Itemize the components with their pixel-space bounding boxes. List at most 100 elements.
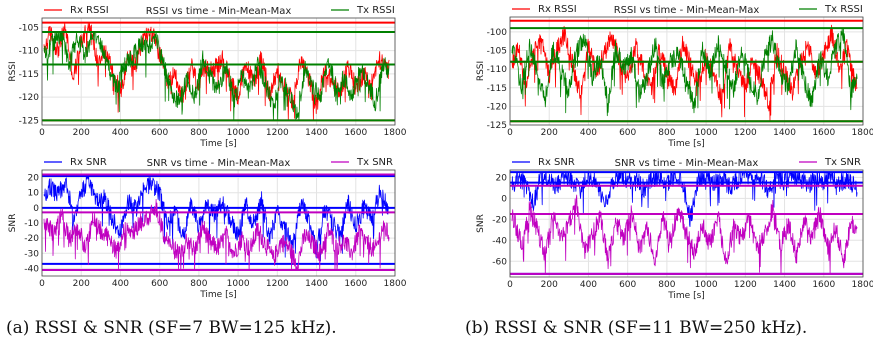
x-tick-label: 600 (619, 128, 636, 138)
axes-frame (509, 16, 864, 126)
x-tick-label: 1200 (266, 128, 289, 138)
series-line (43, 198, 390, 271)
axes-frame (509, 169, 864, 278)
series-tx-rssi (42, 30, 395, 122)
y-tick-label: -60 (492, 257, 507, 267)
x-tick-label: 1000 (695, 280, 718, 290)
y-tick-label: 20 (28, 174, 40, 184)
x-tick-label: 1800 (852, 280, 873, 290)
y-axis-label: RSSI (8, 61, 18, 81)
x-tick-label: 1600 (812, 280, 835, 290)
legend-label: Tx RSSI (356, 5, 395, 16)
x-tick-label: 600 (151, 279, 168, 289)
series-line (511, 24, 858, 122)
figure: 0 200 400 600 800 1000 1200 1400 1600 1800-125-12… (8, 4, 873, 301)
legend-label: Tx SNR (824, 157, 861, 168)
x-tick-label: 1000 (227, 279, 250, 289)
series-line (511, 27, 858, 117)
y-tick-label: 0 (501, 194, 507, 204)
x-tick-label: 400 (580, 280, 597, 290)
caption-a: (a) RSSI & SNR (SF=7 BW=125 kHz). (6, 318, 337, 338)
y-tick-label: 20 (496, 173, 508, 183)
y-tick-label: -120 (19, 93, 40, 103)
x-axis-label: Time [s] (667, 291, 705, 301)
x-tick-label: 1800 (384, 279, 407, 289)
x-tick-label: 1200 (734, 128, 757, 138)
x-tick-label: 1600 (344, 128, 367, 138)
y-tick-label: 0 (33, 204, 39, 214)
caption-b: (b) RSSI & SNR (SF=11 BW=250 kHz). (465, 318, 808, 338)
y-tick-label: -30 (24, 249, 39, 259)
x-tick-label: 1000 (695, 128, 718, 138)
y-tick-label: -20 (24, 234, 39, 244)
x-tick-label: 1400 (305, 128, 328, 138)
y-axis-label: RSSI (476, 61, 486, 81)
x-tick-label: 0 (39, 128, 45, 138)
y-tick-label: -105 (19, 23, 39, 33)
x-axis-label: Time [s] (667, 139, 705, 149)
y-tick-label: -125 (19, 116, 39, 126)
x-tick-label: 1200 (266, 279, 289, 289)
x-tick-label: 600 (151, 128, 168, 138)
series-line (43, 31, 390, 121)
y-tick-label: -125 (487, 121, 507, 131)
axes-frame (41, 169, 396, 277)
y-axis-label: SNR (476, 214, 486, 233)
series-line (43, 175, 390, 262)
x-tick-label: 1800 (384, 128, 407, 138)
y-axis-label: SNR (8, 214, 18, 233)
y-tick-label: -110 (487, 65, 508, 75)
y-tick-label: -100 (487, 28, 508, 38)
y-tick-label: -10 (24, 219, 39, 229)
x-axis-label: Time [s] (199, 139, 237, 149)
y-tick-label: -105 (487, 47, 507, 57)
x-tick-label: 1600 (344, 279, 367, 289)
x-tick-label: 200 (541, 128, 558, 138)
plot-area (510, 17, 863, 125)
series-rx-snr (42, 175, 395, 265)
x-tick-label: 800 (658, 128, 675, 138)
x-tick-label: 800 (658, 280, 675, 290)
x-tick-label: 800 (190, 128, 207, 138)
chart-1: 0 200 400 600 800 1000 1200 1400 1600 1800-40-30-… (8, 157, 407, 300)
x-tick-label: 200 (73, 128, 90, 138)
series-tx-rssi (510, 27, 863, 123)
series-line (511, 194, 858, 275)
y-tick-label: -40 (492, 236, 507, 246)
x-tick-label: 1200 (734, 280, 757, 290)
x-tick-label: 200 (73, 279, 90, 289)
legend-label: Rx SNR (70, 157, 107, 168)
chart-title: SNR vs time - Min-Mean-Max (147, 158, 291, 169)
chart-2: 0 200 400 600 800 1000 1200 1400 1600 1800 -125 -12… (476, 4, 873, 149)
chart-title: RSSI vs time - Min-Mean-Max (614, 5, 760, 16)
chart-3: 0 200 400 600 800 1000 1200 1400 1600 1800-60-40-… (476, 157, 873, 301)
x-tick-label: 200 (541, 280, 558, 290)
x-tick-label: 1800 (852, 128, 873, 138)
x-tick-label: 1000 (227, 128, 250, 138)
x-tick-label: 400 (580, 128, 597, 138)
x-axis-label: Time [s] (199, 290, 237, 300)
x-tick-label: 1400 (773, 280, 796, 290)
legend-label: Rx RSSI (70, 5, 109, 16)
x-tick-label: 800 (190, 279, 207, 289)
chart-title: SNR vs time - Min-Mean-Max (615, 158, 759, 169)
x-tick-label: 600 (619, 280, 636, 290)
legend-label: Rx SNR (538, 157, 575, 168)
y-tick-label: -40 (24, 264, 39, 274)
x-tick-label: 1400 (305, 279, 328, 289)
series-line (43, 22, 390, 121)
x-tick-label: 0 (507, 280, 513, 290)
x-tick-label: 400 (112, 128, 129, 138)
y-tick-label: -115 (19, 70, 39, 80)
x-tick-label: 0 (39, 279, 45, 289)
y-tick-label: -110 (19, 47, 40, 57)
series-tx-snr (42, 173, 395, 271)
legend-label: Tx RSSI (824, 4, 863, 15)
y-tick-label: -120 (487, 102, 508, 112)
series-tx-snr (510, 184, 863, 275)
x-tick-label: 1600 (812, 128, 835, 138)
y-tick-label: 10 (28, 189, 40, 199)
axes-frame (41, 17, 396, 126)
x-tick-label: 0 (507, 128, 513, 138)
x-tick-label: 400 (112, 279, 129, 289)
